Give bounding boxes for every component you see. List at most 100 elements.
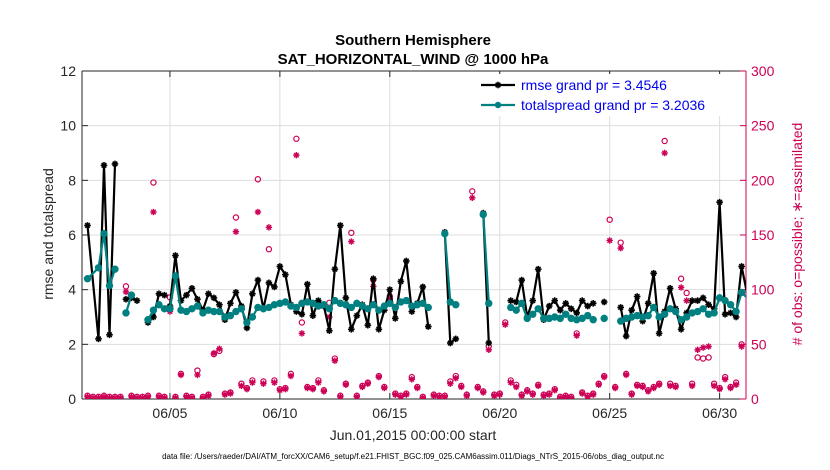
obs-assimilated-marker <box>238 382 245 390</box>
y-tick-label-left: 2 <box>68 336 76 352</box>
obs-assimilated-marker <box>403 391 410 398</box>
marker-stroke <box>705 301 712 308</box>
totalspread-marker <box>369 301 378 309</box>
marker-stroke <box>123 296 129 303</box>
x-axis-label: Jun.01,2015 00:00:00 start <box>330 427 497 443</box>
legend-spread-label: totalspread grand pr = 3.2036 <box>521 97 705 113</box>
obs-assimilated-marker <box>699 344 707 351</box>
obs-assimilated-marker <box>353 393 361 399</box>
obs-assimilated-marker <box>655 381 663 388</box>
marker-stroke <box>617 304 624 311</box>
rmse-marker <box>210 294 218 302</box>
obs-assimilated-marker <box>677 284 685 291</box>
rmse-marker <box>227 300 234 307</box>
rmse-marker <box>567 305 575 313</box>
marker-stroke <box>277 263 283 270</box>
obs-assimilated-marker <box>535 382 542 390</box>
obs-assimilated-marker <box>551 387 558 394</box>
rmse-marker <box>309 312 317 319</box>
obs-assimilated-marker <box>397 393 405 399</box>
totalspread-marker <box>111 265 119 273</box>
totalspread-marker <box>402 296 411 305</box>
rmse-marker <box>276 263 284 270</box>
totalspread-marker <box>721 296 729 305</box>
totalspread-marker <box>281 298 290 306</box>
rmse-marker <box>556 306 564 314</box>
obs-assimilated-marker <box>578 390 586 397</box>
totalspread-marker <box>518 299 526 308</box>
totalspread-marker <box>122 309 130 317</box>
marker-stroke <box>623 333 630 340</box>
x-tick-label: 06/30 <box>702 405 737 421</box>
chart-title: Southern Hemisphere <box>335 32 491 49</box>
obs-assimilated-marker <box>683 297 690 304</box>
y-tick-label-left: 4 <box>68 282 76 298</box>
obs-assimilated-marker <box>276 387 284 394</box>
marker-stroke <box>211 294 217 301</box>
obs-assimilated-marker <box>732 381 740 388</box>
marker-stroke <box>353 312 360 319</box>
marker-stroke <box>304 281 311 288</box>
marker-stroke <box>255 277 261 283</box>
obs-possible-marker <box>677 275 685 282</box>
rmse-marker <box>100 162 108 169</box>
totalspread-marker <box>375 306 383 314</box>
obs-assimilated-marker <box>469 194 476 202</box>
obs-assimilated-marker <box>502 321 509 328</box>
obs-assimilated-marker <box>540 392 547 399</box>
rmse-marker <box>370 275 377 283</box>
obs-assimilated-marker <box>150 208 157 216</box>
marker-stroke <box>738 263 745 270</box>
rmse-marker <box>282 271 289 278</box>
obs-assimilated-marker <box>480 389 487 396</box>
rmse-marker <box>677 326 685 333</box>
totalspread-marker <box>243 318 251 327</box>
obs-assimilated-marker <box>320 388 328 395</box>
obs-assimilated-marker <box>639 383 646 391</box>
rmse-marker <box>721 310 729 318</box>
y-tick-label-right: 0 <box>751 391 759 407</box>
obs-assimilated-marker <box>557 394 564 399</box>
marker-stroke <box>84 222 91 229</box>
obs-assimilated-marker <box>408 376 416 383</box>
obs-possible-marker <box>705 354 712 361</box>
marker-stroke <box>348 326 355 333</box>
marker-stroke <box>601 299 608 305</box>
marker-stroke <box>106 331 113 338</box>
rmse-marker <box>364 321 372 329</box>
marker-stroke <box>716 199 723 206</box>
obs-assimilated-marker <box>694 346 701 353</box>
obs-assimilated-marker <box>260 380 267 387</box>
plot-area: 06/05 06/10 06/15 06/20 06/25 06/30 0 2 4 6 8 10 12 0… <box>60 63 774 421</box>
marker-stroke <box>370 275 377 282</box>
obs-assimilated-marker <box>375 373 383 381</box>
obs-assimilated-marker <box>524 388 531 395</box>
obs-assimilated-marker <box>705 343 712 350</box>
totalspread-marker <box>649 303 658 312</box>
marker-stroke <box>315 297 322 304</box>
obs-possible-marker <box>298 319 306 326</box>
marker-stroke <box>518 277 525 283</box>
rmse-marker <box>386 286 394 293</box>
obs-possible-marker <box>348 229 355 237</box>
marker-stroke <box>645 300 652 307</box>
obs-assimilated-marker <box>359 383 366 391</box>
chart-subtitle: SAT_HORIZONTAL_WIND @ 1000 hPa <box>278 51 549 68</box>
marker-stroke <box>183 292 190 299</box>
rmse-marker <box>348 326 355 333</box>
marker-stroke <box>419 284 426 290</box>
obs-assimilated-marker <box>650 384 657 392</box>
obs-assimilated-marker <box>144 393 152 399</box>
obs-assimilated-marker <box>710 382 718 390</box>
obs-assimilated-marker <box>392 391 399 398</box>
marker-stroke <box>216 301 223 308</box>
marker-stroke <box>386 286 393 293</box>
rmse-marker <box>446 339 454 347</box>
rmse-marker <box>644 300 652 307</box>
marker-stroke <box>331 266 338 273</box>
totalspread-marker <box>726 301 735 309</box>
rmse-marker <box>122 295 130 303</box>
obs-assimilated-marker <box>364 380 372 387</box>
rmse-marker <box>617 304 624 311</box>
